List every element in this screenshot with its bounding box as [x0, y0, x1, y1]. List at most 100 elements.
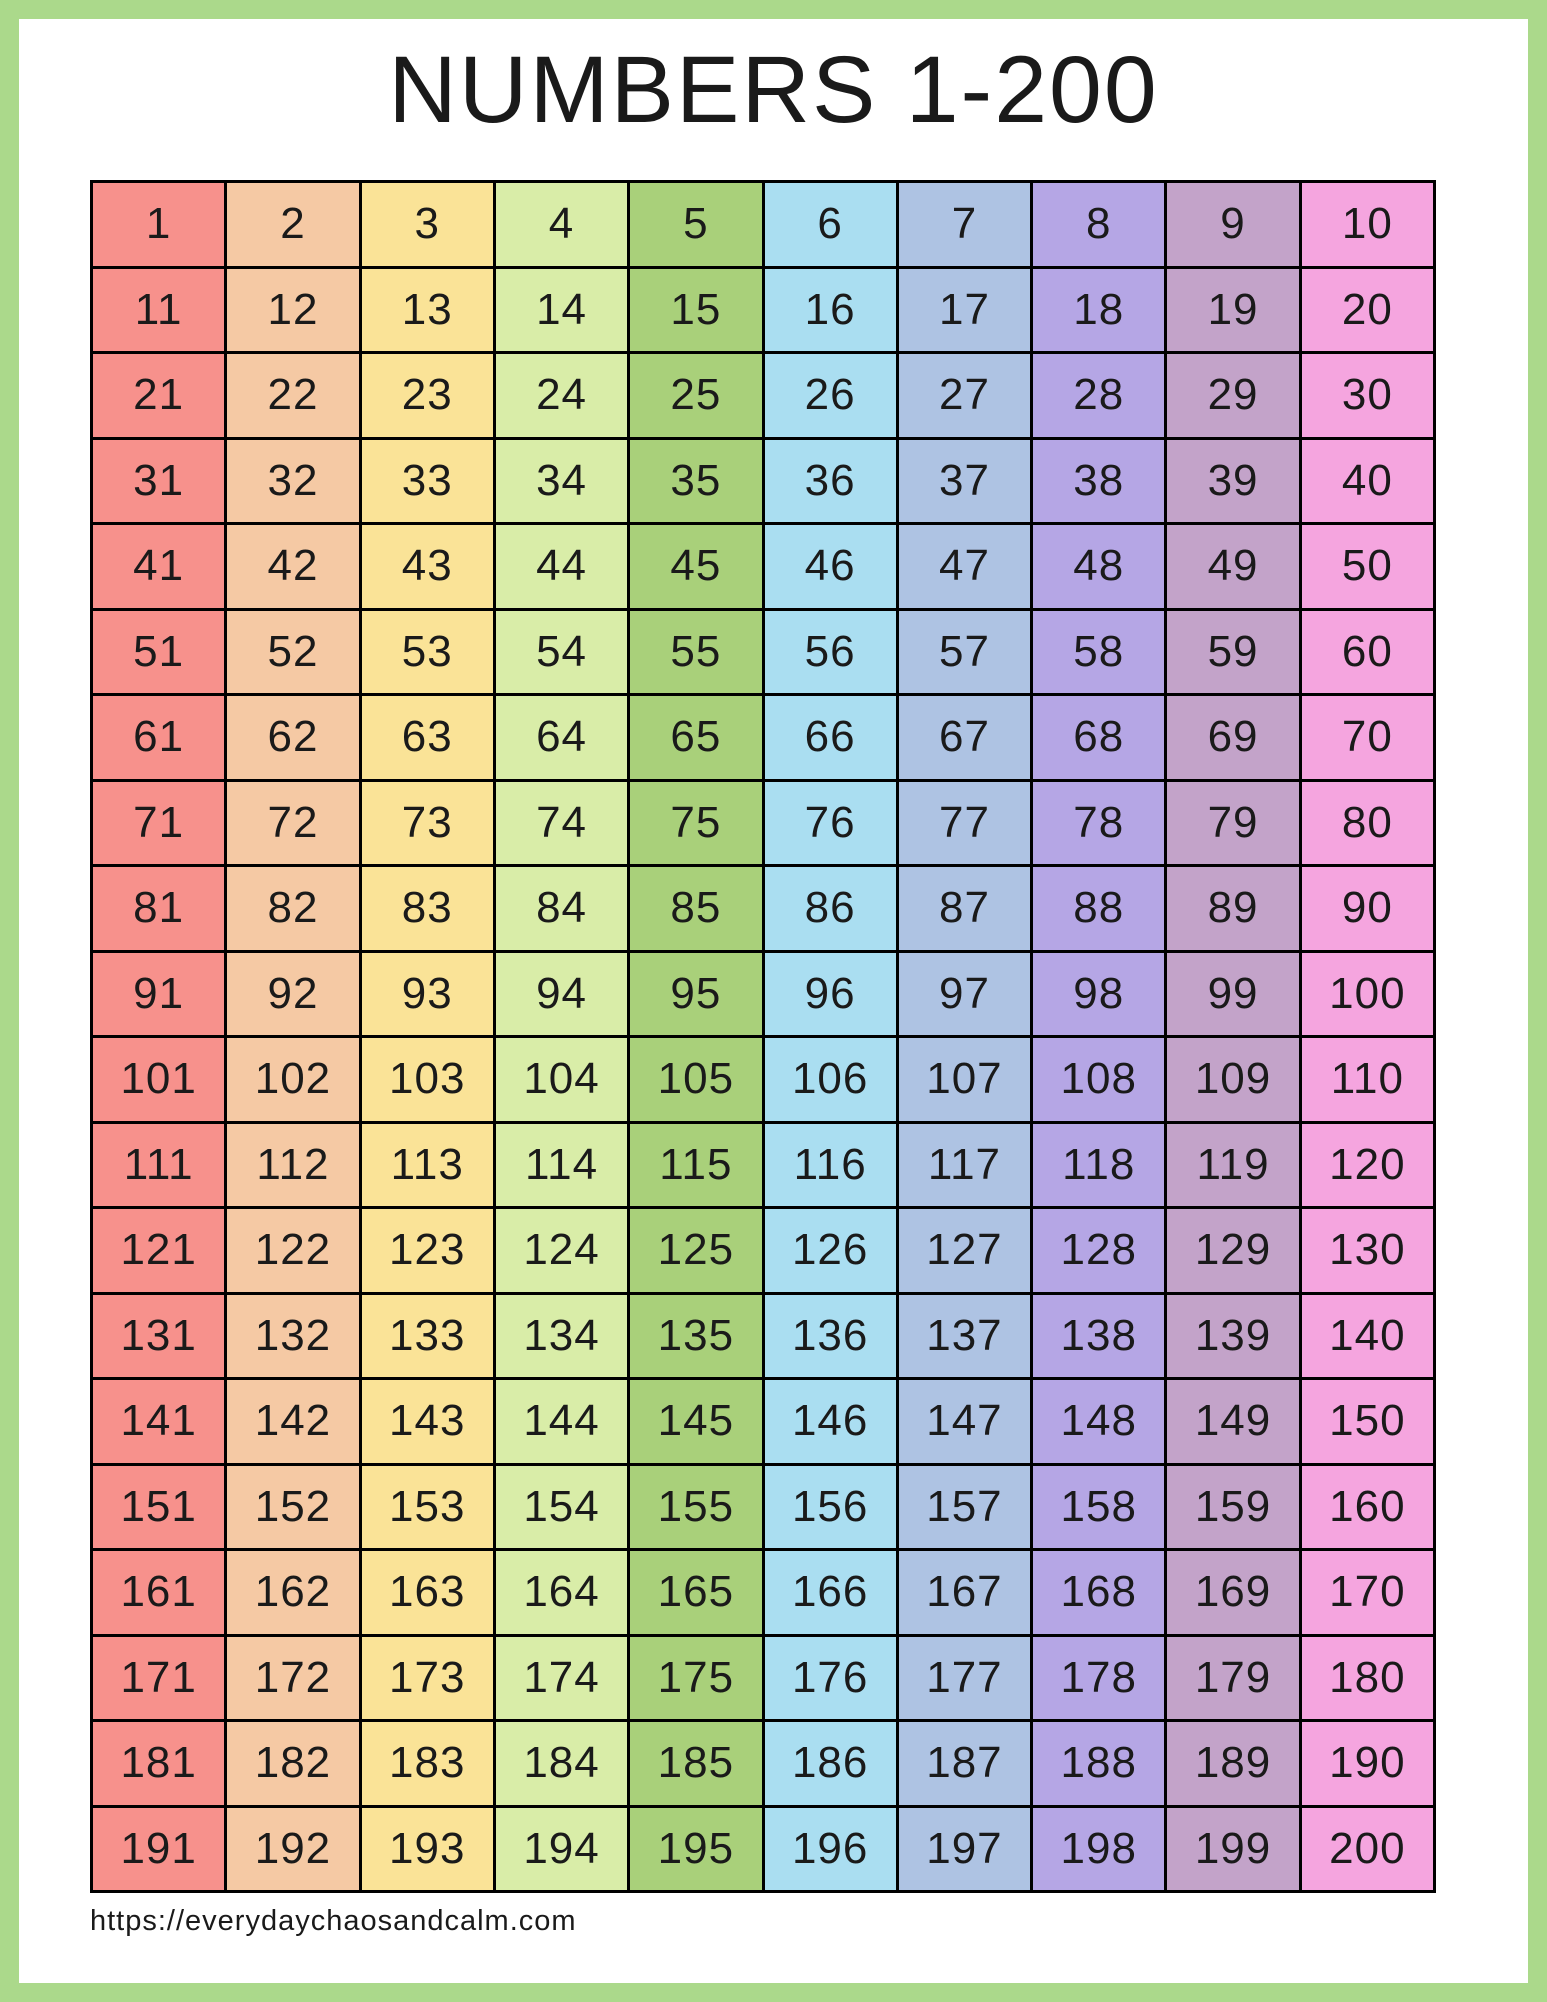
number-cell: 16: [764, 268, 896, 351]
number-cell: 99: [1167, 952, 1299, 1035]
number-cell: 166: [764, 1551, 896, 1634]
number-cell: 184: [495, 1722, 628, 1805]
number-cell: 36: [764, 439, 896, 522]
number-cell: 125: [630, 1209, 762, 1292]
number-cell: 55: [630, 610, 762, 693]
number-cell: 29: [1167, 354, 1299, 437]
number-cell: 70: [1301, 696, 1433, 779]
number-cell: 130: [1301, 1209, 1433, 1292]
number-cell: 64: [495, 696, 628, 779]
number-cell: 102: [227, 1038, 359, 1121]
number-cell: 144: [495, 1380, 628, 1463]
number-cell: 77: [898, 781, 1031, 864]
number-cell: 25: [630, 354, 762, 437]
numbers-grid: 1 2 3 4 5 6 7 8 9 10 11 12 13 14 15 16 17 18 19 20 21 22 23 24 2…: [90, 180, 1436, 1893]
number-cell: 193: [361, 1807, 493, 1890]
number-cell: 90: [1301, 867, 1433, 950]
number-cell: 63: [361, 696, 493, 779]
number-cell: 57: [898, 610, 1031, 693]
number-cell: 148: [1033, 1380, 1165, 1463]
number-cell: 109: [1167, 1038, 1299, 1121]
number-cell: 139: [1167, 1294, 1299, 1377]
number-cell: 33: [361, 439, 493, 522]
number-cell: 149: [1167, 1380, 1299, 1463]
number-cell: 19: [1167, 268, 1299, 351]
number-cell: 112: [227, 1123, 359, 1206]
number-cell: 156: [764, 1465, 896, 1548]
number-cell: 159: [1167, 1465, 1299, 1548]
number-cell: 60: [1301, 610, 1433, 693]
number-cell: 124: [495, 1209, 628, 1292]
number-cell: 94: [495, 952, 628, 1035]
number-cell: 104: [495, 1038, 628, 1121]
number-cell: 179: [1167, 1636, 1299, 1719]
number-cell: 66: [764, 696, 896, 779]
number-cell: 38: [1033, 439, 1165, 522]
number-cell: 169: [1167, 1551, 1299, 1634]
number-cell: 15: [630, 268, 762, 351]
number-cell: 155: [630, 1465, 762, 1548]
number-cell: 196: [764, 1807, 896, 1890]
number-cell: 8: [1033, 183, 1165, 266]
number-cell: 191: [93, 1807, 225, 1890]
number-cell: 49: [1167, 525, 1299, 608]
number-cell: 34: [495, 439, 628, 522]
number-cell: 160: [1301, 1465, 1433, 1548]
number-cell: 136: [764, 1294, 896, 1377]
number-cell: 2: [227, 183, 359, 266]
number-cell: 118: [1033, 1123, 1165, 1206]
number-cell: 75: [630, 781, 762, 864]
number-cell: 30: [1301, 354, 1433, 437]
number-cell: 180: [1301, 1636, 1433, 1719]
number-cell: 67: [898, 696, 1031, 779]
number-cell: 76: [764, 781, 896, 864]
number-cell: 91: [93, 952, 225, 1035]
number-cell: 68: [1033, 696, 1165, 779]
number-cell: 23: [361, 354, 493, 437]
number-cell: 173: [361, 1636, 493, 1719]
number-cell: 170: [1301, 1551, 1433, 1634]
number-cell: 117: [898, 1123, 1031, 1206]
number-cell: 150: [1301, 1380, 1433, 1463]
number-cell: 119: [1167, 1123, 1299, 1206]
number-cell: 35: [630, 439, 762, 522]
number-cell: 145: [630, 1380, 762, 1463]
number-cell: 185: [630, 1722, 762, 1805]
number-cell: 147: [898, 1380, 1031, 1463]
number-cell: 27: [898, 354, 1031, 437]
number-cell: 82: [227, 867, 359, 950]
number-cell: 126: [764, 1209, 896, 1292]
number-cell: 171: [93, 1636, 225, 1719]
number-cell: 200: [1301, 1807, 1433, 1890]
number-cell: 48: [1033, 525, 1165, 608]
number-cell: 143: [361, 1380, 493, 1463]
number-cell: 168: [1033, 1551, 1165, 1634]
number-cell: 78: [1033, 781, 1165, 864]
number-cell: 12: [227, 268, 359, 351]
number-cell: 11: [93, 268, 225, 351]
number-cell: 7: [898, 183, 1031, 266]
number-cell: 151: [93, 1465, 225, 1548]
number-cell: 192: [227, 1807, 359, 1890]
number-cell: 110: [1301, 1038, 1433, 1121]
number-cell: 107: [898, 1038, 1031, 1121]
number-cell: 178: [1033, 1636, 1165, 1719]
number-cell: 52: [227, 610, 359, 693]
number-cell: 175: [630, 1636, 762, 1719]
number-cell: 188: [1033, 1722, 1165, 1805]
number-cell: 24: [495, 354, 628, 437]
number-cell: 22: [227, 354, 359, 437]
number-cell: 132: [227, 1294, 359, 1377]
number-cell: 62: [227, 696, 359, 779]
number-cell: 83: [361, 867, 493, 950]
number-cell: 26: [764, 354, 896, 437]
number-cell: 146: [764, 1380, 896, 1463]
number-cell: 164: [495, 1551, 628, 1634]
number-cell: 86: [764, 867, 896, 950]
number-cell: 69: [1167, 696, 1299, 779]
number-cell: 44: [495, 525, 628, 608]
number-cell: 163: [361, 1551, 493, 1634]
number-cell: 174: [495, 1636, 628, 1719]
number-cell: 93: [361, 952, 493, 1035]
number-cell: 120: [1301, 1123, 1433, 1206]
